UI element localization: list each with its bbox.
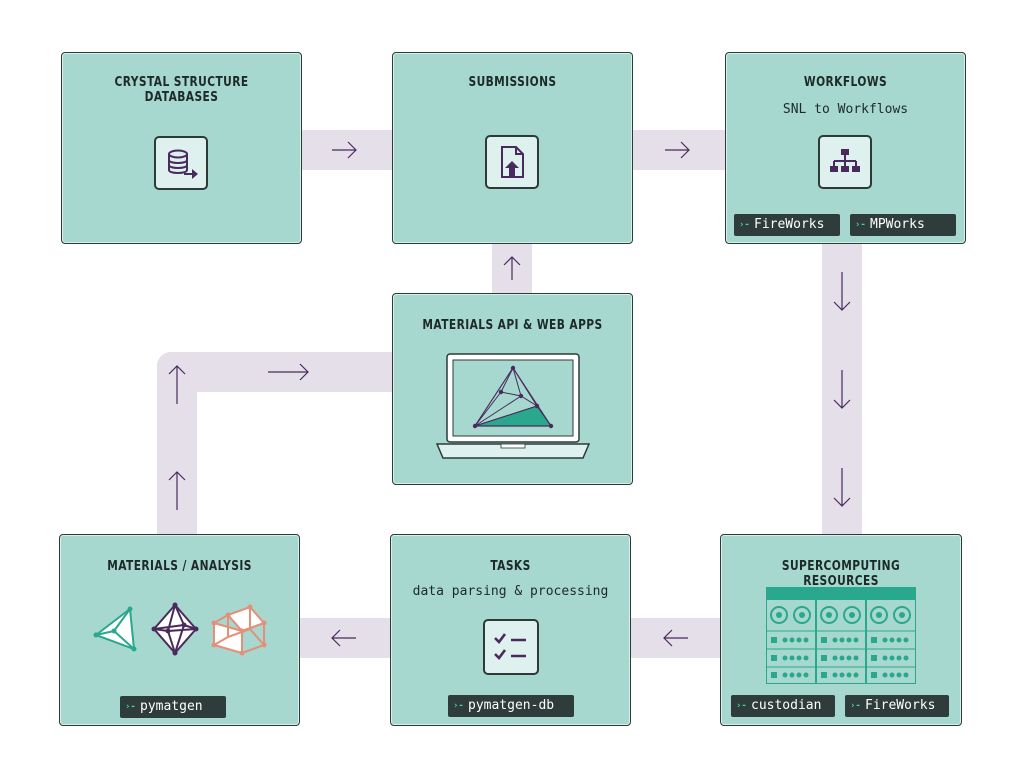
tag-label: custodian	[751, 698, 822, 713]
tag-label: pymatgen	[140, 699, 203, 714]
checklist-icon	[483, 619, 539, 675]
arrow-left-icon	[663, 629, 688, 647]
tasks-box: TASKS data parsing & processing ›- pymat…	[390, 534, 631, 726]
workflows-box: WORKFLOWS SNL to Workflows ›- FireWorks …	[725, 52, 966, 244]
box-title: SUBMISSIONS	[468, 75, 557, 90]
submissions-box: SUBMISSIONS	[392, 52, 633, 244]
arrow-down-icon	[833, 468, 851, 507]
box-title: CRYSTAL STRUCTURE DATABASES	[114, 75, 249, 105]
supercomputing-resources-box: SUPERCOMPUTING RESOURCES	[720, 534, 962, 726]
tag-mpworks: ›- MPWorks	[850, 214, 956, 236]
arrow-right-icon	[665, 141, 690, 159]
box-subtitle: data parsing & processing	[412, 584, 609, 599]
arrow-up-icon	[503, 256, 521, 280]
arrow-left-icon	[331, 629, 356, 647]
crystal-polyhedra-icons	[93, 602, 267, 656]
prompt-icon: ›-	[736, 701, 747, 711]
tag-label: FireWorks	[754, 217, 825, 232]
prompt-icon: ›-	[850, 701, 861, 711]
tag-pymatgen-db: ›- pymatgen-db	[448, 695, 574, 717]
materials-api-box: MATERIALS API & WEB APPS	[392, 293, 633, 485]
tag-label: pymatgen-db	[468, 698, 555, 713]
prompt-icon: ›-	[855, 220, 866, 230]
laptop-phase-diagram-icon	[435, 353, 591, 459]
prompt-icon: ›-	[125, 702, 136, 712]
box-title: WORKFLOWS	[803, 75, 888, 90]
org-chart-icon	[818, 135, 872, 189]
arrow-right-icon	[332, 141, 357, 159]
crystal-structure-databases-box: CRYSTAL STRUCTURE DATABASES	[61, 52, 302, 244]
arrow-up-icon	[168, 471, 186, 510]
box-title: SUPERCOMPUTING RESOURCES	[781, 559, 901, 589]
tag-pymatgen: ›- pymatgen	[120, 696, 226, 718]
server-rack-icon	[766, 587, 916, 684]
box-title: MATERIALS / ANALYSIS	[107, 559, 252, 574]
arrow-down-icon	[833, 370, 851, 409]
arrow-down-icon	[833, 272, 851, 311]
database-export-icon	[154, 136, 208, 190]
arrow-up-icon	[168, 365, 186, 404]
prompt-icon: ›-	[453, 701, 464, 711]
tag-custodian: ›- custodian	[731, 695, 835, 717]
box-title: TASKS	[490, 559, 531, 574]
materials-analysis-box: MATERIALS / ANALYSIS ›- pymatgen	[59, 534, 300, 726]
tag-label: MPWorks	[870, 217, 925, 232]
tag-fireworks: ›- FireWorks	[845, 695, 949, 717]
prompt-icon: ›-	[739, 220, 750, 230]
box-subtitle: SNL to Workflows	[782, 102, 909, 117]
box-title: MATERIALS API & WEB APPS	[422, 318, 603, 333]
file-upload-icon	[485, 135, 539, 189]
tag-fireworks: ›- FireWorks	[734, 214, 840, 236]
arrow-right-icon	[268, 363, 309, 381]
tag-label: FireWorks	[865, 698, 936, 713]
